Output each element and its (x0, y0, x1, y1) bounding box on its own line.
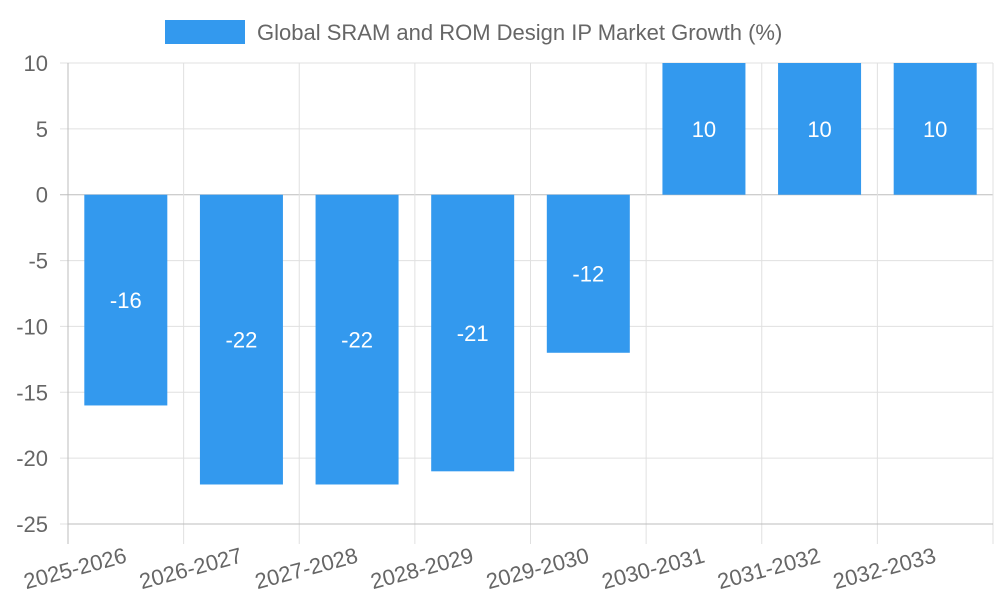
bars (84, 63, 977, 485)
legend[interactable]: Global SRAM and ROM Design IP Market Gro… (165, 20, 782, 45)
legend-swatch (165, 20, 245, 44)
bar-2030-2031[interactable] (662, 63, 746, 195)
x-tick-label: 2026-2027 (137, 543, 245, 594)
data-label: -22 (341, 328, 373, 353)
bar-2025-2026[interactable] (84, 194, 168, 406)
bar-2028-2029[interactable] (431, 194, 515, 472)
bar-2031-2032[interactable] (778, 63, 862, 195)
y-tick-label: 5 (36, 117, 48, 142)
data-label: -21 (457, 321, 489, 346)
y-tick-label: -15 (16, 380, 48, 405)
x-tick-label: 2032-2033 (830, 543, 938, 594)
data-label: -12 (572, 262, 604, 287)
y-tick-label: -25 (16, 512, 48, 537)
y-tick-label: 10 (24, 51, 48, 76)
y-tick-label: -20 (16, 446, 48, 471)
data-labels: -16 -22 -22 -21 -12 10 10 10 (110, 117, 948, 353)
data-label: -22 (226, 328, 258, 353)
x-tick-label: 2030-2031 (599, 543, 707, 594)
data-label: -16 (110, 288, 142, 313)
bar-2026-2027[interactable] (199, 194, 283, 485)
x-tick-label: 2027-2028 (252, 543, 360, 594)
data-label: 10 (692, 117, 716, 142)
legend-label: Global SRAM and ROM Design IP Market Gro… (257, 20, 782, 45)
x-tick-label: 2031-2032 (715, 543, 823, 594)
x-tick-label: 2029-2030 (484, 543, 592, 594)
data-label: 10 (807, 117, 831, 142)
data-label: 10 (923, 117, 947, 142)
y-tick-label: -10 (16, 314, 48, 339)
x-tick-label: 2028-2029 (368, 543, 476, 594)
bar-2027-2028[interactable] (315, 194, 399, 485)
y-tick-label: 0 (36, 183, 48, 208)
x-tick-label: 2025-2026 (21, 543, 129, 594)
y-tick-label: -5 (28, 249, 48, 274)
bar-2032-2033[interactable] (893, 63, 977, 195)
bar-2029-2030[interactable] (546, 194, 630, 353)
y-axis-ticks: 10 5 0 -5 -10 -15 -20 -25 (16, 51, 48, 537)
x-axis-ticks: 2025-2026 2026-2027 2027-2028 2028-2029 2029… (21, 543, 938, 594)
